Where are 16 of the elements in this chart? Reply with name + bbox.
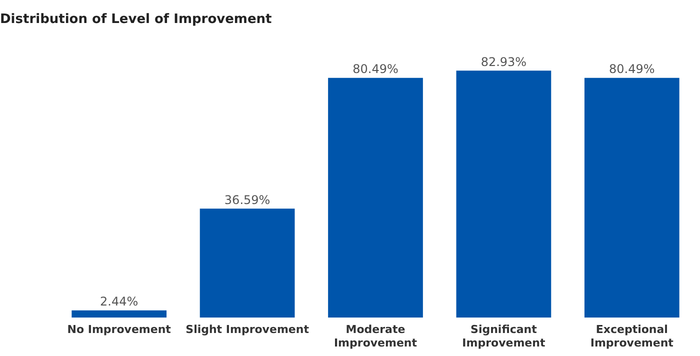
- bar: [200, 208, 295, 318]
- bar: [72, 310, 167, 318]
- data-label: 2.44%: [100, 294, 138, 308]
- x-tick-label: Significant Improvement: [462, 323, 546, 350]
- data-label: 36.59%: [224, 192, 270, 207]
- x-tick-label: Moderate Improvement: [334, 323, 418, 350]
- chart-title: Distribution of Level of Improvement: [0, 12, 272, 28]
- data-label: 82.93%: [480, 54, 527, 69]
- x-tick-label: No Improvement: [67, 323, 171, 336]
- bar: [456, 70, 552, 318]
- bar: [584, 78, 680, 318]
- x-tick-label: Exceptional Improvement: [590, 323, 674, 350]
- data-label: 80.49%: [609, 62, 655, 76]
- data-label: 80.49%: [352, 62, 398, 76]
- bar: [328, 78, 423, 318]
- x-tick-label: Slight Improvement: [186, 323, 309, 336]
